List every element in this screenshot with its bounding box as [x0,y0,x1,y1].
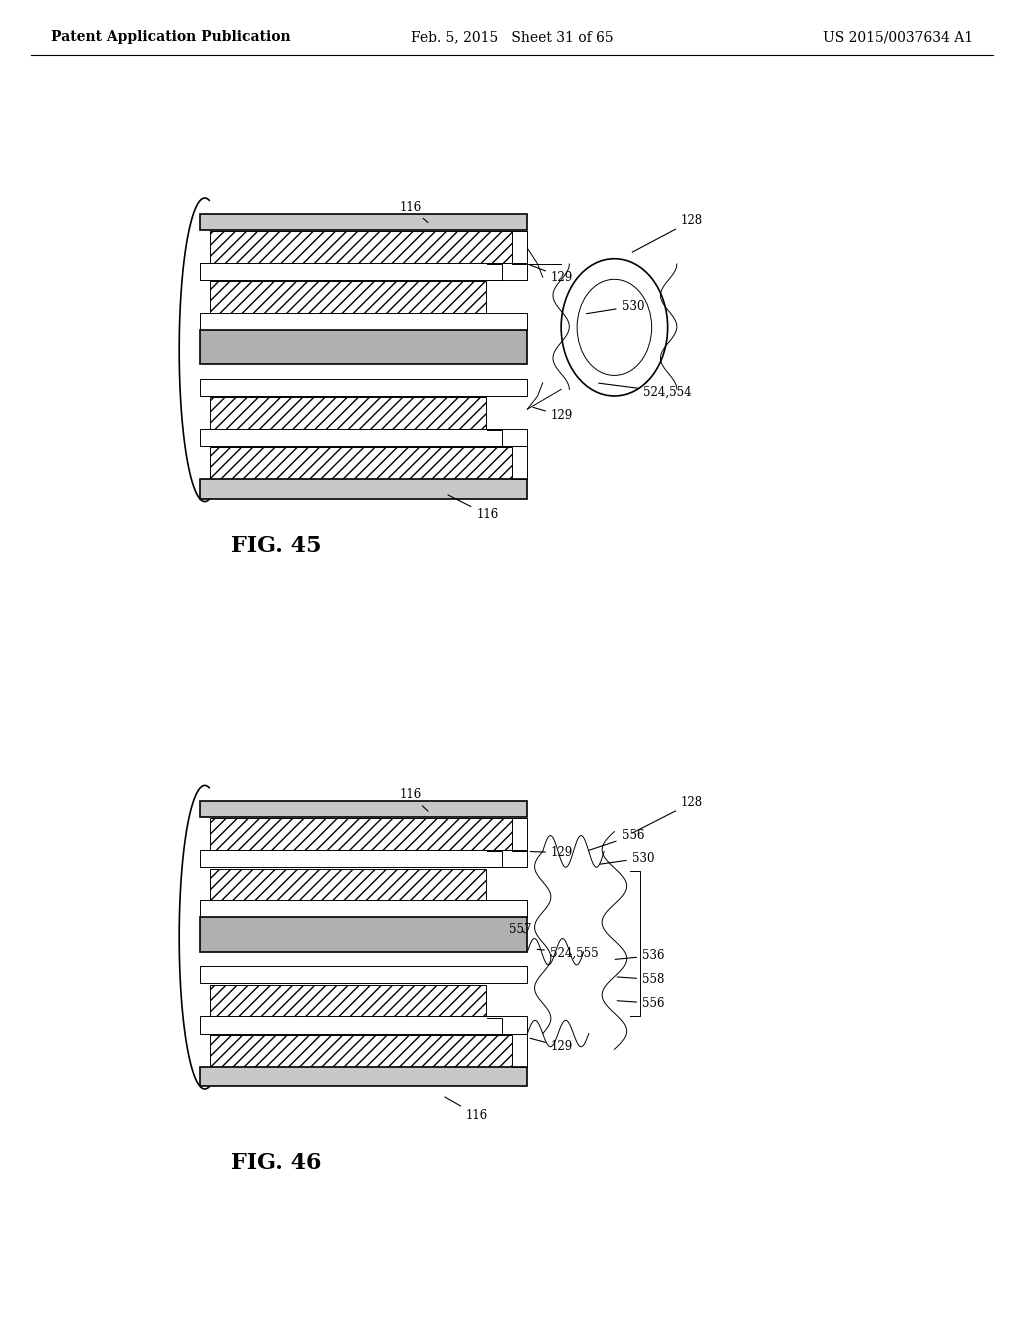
Text: 556: 556 [617,997,665,1010]
Bar [210,447,512,480]
Bar [210,869,486,902]
Text: US 2015/0037634 A1: US 2015/0037634 A1 [822,30,973,45]
Bar [200,1016,527,1034]
Bar [210,1035,512,1068]
Bar [210,818,512,851]
Text: 129: 129 [530,265,573,284]
Bar [200,917,527,952]
Text: 557: 557 [509,923,531,936]
Text: 129: 129 [530,1039,573,1053]
Bar [200,900,527,917]
Bar [200,850,527,867]
Bar [200,263,527,280]
Text: Feb. 5, 2015   Sheet 31 of 65: Feb. 5, 2015 Sheet 31 of 65 [411,30,613,45]
Bar [200,801,527,817]
Bar [210,985,486,1018]
Text: 116: 116 [444,1097,488,1122]
Text: 530: 530 [600,851,654,865]
Bar [210,281,486,314]
Text: 116: 116 [447,495,499,521]
Text: 128: 128 [632,796,703,833]
Bar [200,313,527,330]
Text: 530: 530 [587,300,644,314]
Text: 116: 116 [399,201,428,223]
Bar [200,379,527,396]
Bar [200,479,527,499]
Text: 129: 129 [534,408,573,422]
Bar [200,429,527,446]
Text: 536: 536 [615,949,665,962]
Bar [200,966,527,983]
Text: 129: 129 [530,846,573,859]
Text: 524,554: 524,554 [599,383,691,399]
Text: 116: 116 [399,788,428,812]
Bar [210,231,512,264]
Text: 524,555: 524,555 [538,946,598,960]
Bar [210,397,486,430]
Text: FIG. 46: FIG. 46 [231,1152,322,1175]
Text: Patent Application Publication: Patent Application Publication [51,30,291,45]
Text: 558: 558 [617,973,665,986]
Bar [200,214,527,230]
Bar [200,1067,527,1086]
Bar [200,330,527,364]
Text: 128: 128 [632,214,703,252]
Text: 556: 556 [589,829,644,850]
Text: FIG. 45: FIG. 45 [231,535,322,557]
